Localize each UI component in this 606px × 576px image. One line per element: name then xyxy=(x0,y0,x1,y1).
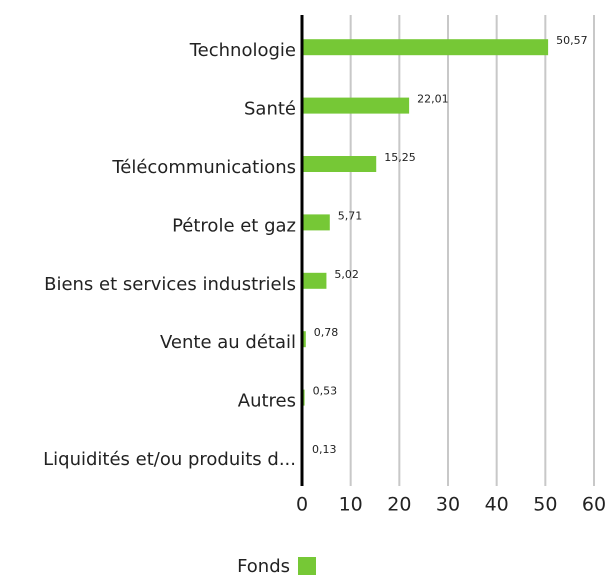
value-label: 5,02 xyxy=(334,268,359,281)
x-tick-label: 30 xyxy=(436,494,460,516)
x-tick-label: 50 xyxy=(533,494,557,516)
y-tick-label: Pétrole et gaz xyxy=(172,215,296,236)
bar xyxy=(303,97,410,114)
legend-swatch xyxy=(298,557,316,575)
y-tick-label: Santé xyxy=(244,99,296,120)
value-label: 0,53 xyxy=(313,385,338,398)
x-tick-label: 10 xyxy=(339,494,363,516)
y-tick-label: Autres xyxy=(238,391,296,412)
bar xyxy=(303,214,330,231)
x-tick-label: 60 xyxy=(582,494,606,516)
x-tick-label: 0 xyxy=(296,494,308,516)
bar xyxy=(303,331,306,348)
value-label: 15,25 xyxy=(384,151,416,164)
bar xyxy=(303,389,305,406)
value-label: 5,71 xyxy=(338,209,363,222)
value-label: 0,78 xyxy=(314,326,339,339)
bar xyxy=(303,156,377,172)
value-label: 22,01 xyxy=(417,93,449,106)
y-tick-label: Technologie xyxy=(189,40,296,61)
value-label: 50,57 xyxy=(556,34,588,47)
bar xyxy=(303,272,327,289)
y-tick-label: Télécommunications xyxy=(111,157,296,178)
x-tick-label: 40 xyxy=(485,494,509,516)
legend-label: Fonds xyxy=(237,556,290,576)
y-tick-label: Liquidités et/ou produits d... xyxy=(43,449,296,470)
y-tick-label: Vente au détail xyxy=(160,332,296,353)
value-label: 0,13 xyxy=(312,443,337,456)
bar xyxy=(303,39,549,56)
x-tick-label: 20 xyxy=(387,494,411,516)
y-tick-label: Biens et services industriels xyxy=(44,274,296,295)
